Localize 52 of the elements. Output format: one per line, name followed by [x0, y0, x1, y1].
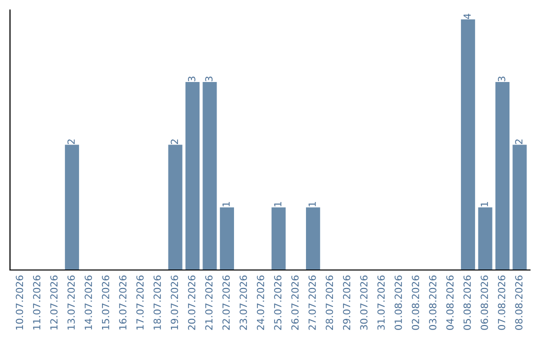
x-tick-label: 04.08.2026 — [446, 275, 454, 330]
bar — [64, 144, 80, 270]
bar — [168, 144, 182, 270]
x-tick-label: 20.07.2026 — [188, 275, 196, 330]
x-tick-label: 27.07.2026 — [308, 275, 316, 330]
x-tick-label: 18.07.2026 — [154, 275, 161, 330]
data-label: 2 — [515, 139, 522, 144]
x-tick-label: 17.07.2026 — [136, 275, 144, 330]
bar — [306, 207, 320, 270]
x-tick-label: 31.07.2026 — [377, 275, 385, 330]
x-tick-label: 11.07.2026 — [33, 275, 40, 330]
x-tick-label: 15.07.2026 — [102, 275, 110, 330]
bar — [460, 19, 476, 270]
bar — [202, 82, 217, 270]
x-tick-label: 07.08.2026 — [498, 275, 506, 330]
x-tick-label: 24.07.2026 — [256, 275, 264, 330]
x-tick-label: 19.07.2026 — [170, 275, 178, 330]
data-label: 2 — [170, 139, 178, 144]
x-tick-label: 28.07.2026 — [326, 275, 334, 330]
x-tick-label: 13.07.2026 — [67, 275, 75, 330]
x-tick-label: 16.07.2026 — [119, 275, 126, 330]
data-label: 1 — [480, 202, 488, 206]
x-tick-label: 03.08.2026 — [429, 275, 436, 330]
bar — [220, 207, 234, 270]
bar — [512, 144, 527, 270]
bar — [272, 207, 286, 270]
data-label: 3 — [498, 76, 506, 82]
data-label: 3 — [188, 76, 196, 82]
bar — [185, 82, 200, 270]
x-tick-label: 01.08.2026 — [394, 275, 402, 330]
data-label: 1 — [308, 202, 316, 206]
x-tick-label: 10.07.2026 — [16, 275, 24, 330]
x-tick-label: 29.07.2026 — [342, 275, 350, 330]
data-label: 1 — [274, 202, 282, 206]
x-tick-label: 06.08.2026 — [480, 275, 488, 330]
x-tick-label: 12.07.2026 — [50, 275, 58, 330]
x-tick-label: 30.07.2026 — [360, 275, 368, 330]
data-label: 3 — [205, 76, 213, 82]
x-tick-label: 26.07.2026 — [291, 275, 299, 330]
x-tick-label: 05.08.2026 — [463, 275, 471, 330]
x-tick-label: 08.08.2026 — [515, 275, 522, 330]
x-tick-label: 25.07.2026 — [274, 275, 282, 330]
x-tick-label: 22.07.2026 — [222, 275, 230, 330]
bar — [495, 82, 510, 270]
data-label: 2 — [67, 139, 75, 144]
x-tick-label: 14.07.2026 — [84, 275, 92, 330]
x-tick-label: 02.08.2026 — [412, 275, 420, 330]
x-tick-label: 21.07.2026 — [205, 275, 213, 330]
x-tick-label: 23.07.2026 — [240, 275, 247, 330]
bar — [478, 207, 492, 270]
data-label: 4 — [464, 14, 471, 19]
data-label: 1 — [222, 202, 230, 206]
